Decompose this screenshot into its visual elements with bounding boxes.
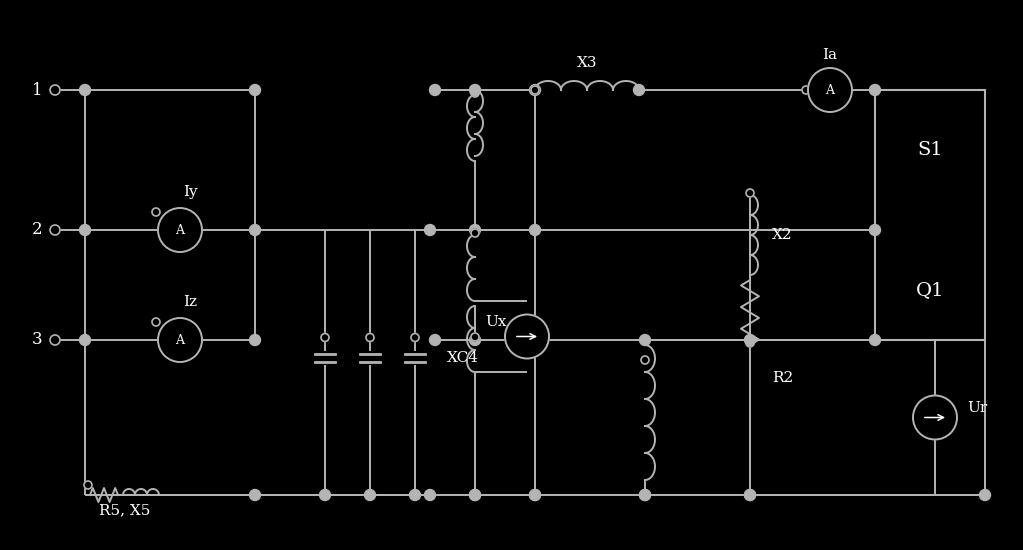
Circle shape	[50, 85, 60, 95]
Circle shape	[50, 225, 60, 235]
Circle shape	[430, 85, 441, 96]
Circle shape	[531, 86, 539, 94]
Text: R5, X5: R5, X5	[99, 503, 150, 517]
Circle shape	[641, 356, 649, 364]
Circle shape	[321, 333, 329, 342]
Circle shape	[746, 189, 754, 197]
Circle shape	[530, 490, 540, 500]
Circle shape	[530, 490, 540, 500]
Text: 2: 2	[32, 222, 42, 239]
Circle shape	[80, 334, 90, 345]
Circle shape	[250, 85, 261, 96]
Circle shape	[250, 224, 261, 235]
Text: A: A	[176, 223, 184, 236]
Text: Iy: Iy	[183, 185, 197, 199]
Circle shape	[425, 224, 436, 235]
Circle shape	[471, 229, 479, 237]
Circle shape	[505, 315, 549, 359]
Text: A: A	[826, 84, 835, 96]
Circle shape	[745, 490, 756, 500]
Circle shape	[745, 490, 756, 500]
Circle shape	[633, 85, 644, 96]
Circle shape	[470, 490, 481, 500]
Text: Q1: Q1	[916, 281, 944, 299]
Circle shape	[470, 490, 481, 500]
Circle shape	[425, 490, 436, 500]
Circle shape	[158, 208, 202, 252]
Circle shape	[409, 490, 420, 500]
Circle shape	[471, 89, 479, 97]
Circle shape	[84, 481, 92, 489]
Circle shape	[50, 335, 60, 345]
Circle shape	[250, 490, 261, 500]
Circle shape	[366, 333, 374, 342]
Circle shape	[470, 224, 481, 235]
Circle shape	[152, 318, 160, 326]
Circle shape	[158, 318, 202, 362]
Circle shape	[471, 333, 479, 341]
Text: XC4: XC4	[447, 350, 479, 365]
Circle shape	[808, 68, 852, 112]
Text: R2: R2	[772, 371, 793, 384]
Circle shape	[870, 224, 881, 235]
Text: A: A	[176, 333, 184, 346]
Circle shape	[152, 208, 160, 216]
Circle shape	[870, 334, 881, 345]
Circle shape	[530, 85, 540, 96]
Circle shape	[364, 490, 375, 500]
Text: 1: 1	[32, 81, 42, 98]
Text: Ur: Ur	[967, 400, 987, 415]
Circle shape	[530, 334, 540, 345]
Text: Ia: Ia	[822, 48, 838, 62]
Text: S1: S1	[918, 141, 943, 159]
Circle shape	[639, 334, 651, 345]
Text: X3: X3	[577, 56, 597, 70]
Text: X2: X2	[772, 228, 793, 242]
Circle shape	[411, 333, 419, 342]
Circle shape	[745, 334, 756, 345]
Circle shape	[639, 490, 651, 500]
Circle shape	[470, 334, 481, 345]
Circle shape	[80, 224, 90, 235]
Circle shape	[80, 85, 90, 96]
Circle shape	[979, 490, 990, 500]
Circle shape	[530, 224, 540, 235]
Text: 3: 3	[32, 332, 42, 349]
Circle shape	[319, 490, 330, 500]
Text: Iz: Iz	[183, 295, 197, 309]
Circle shape	[870, 85, 881, 96]
Circle shape	[639, 490, 651, 500]
Circle shape	[746, 339, 754, 347]
Bar	[875, 90, 985, 340]
Circle shape	[913, 395, 957, 439]
Circle shape	[430, 334, 441, 345]
Circle shape	[470, 85, 481, 96]
Circle shape	[802, 86, 810, 94]
Circle shape	[250, 334, 261, 345]
Text: Ux: Ux	[485, 315, 506, 328]
